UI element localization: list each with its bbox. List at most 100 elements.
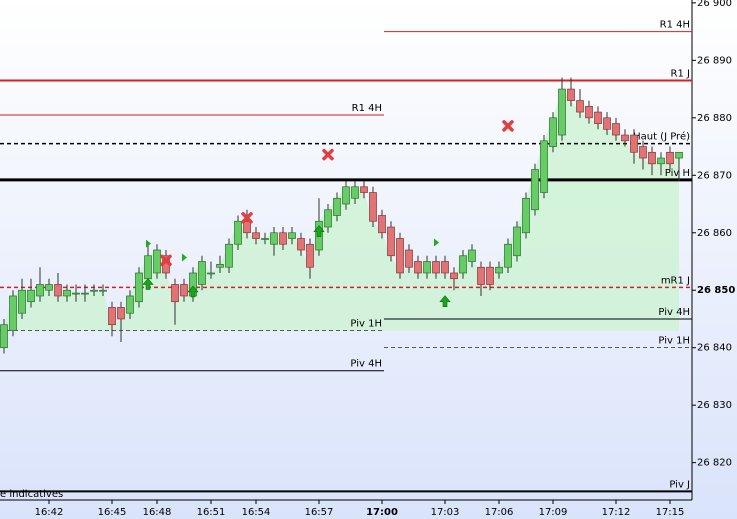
candle-body	[117, 307, 125, 320]
candle-body	[243, 220, 251, 234]
candle-body	[576, 100, 584, 113]
candle-body	[297, 238, 305, 251]
signal-cross	[241, 212, 253, 224]
x-tick-label: 17:09	[539, 507, 568, 518]
candle-body	[666, 151, 674, 165]
level-label: Piv 1H	[658, 336, 690, 347]
candle-body	[369, 192, 377, 222]
candle-body	[306, 243, 314, 268]
candle-body	[495, 266, 503, 274]
x-tick-label: 16:57	[305, 507, 334, 518]
candle-body	[585, 105, 593, 119]
y-tick-label: 26 880	[697, 113, 732, 124]
level-label: Piv 1H	[350, 318, 382, 329]
candle-body	[621, 134, 629, 142]
signal-arrow	[187, 285, 199, 298]
level-label: R1 J	[671, 68, 690, 79]
price-area	[4, 89, 679, 331]
candle-body	[405, 249, 413, 268]
signal-cross	[160, 254, 172, 267]
candle-body	[72, 292, 80, 295]
level-label: R1 4H	[352, 103, 382, 114]
candle-body	[477, 266, 485, 285]
footnote: e indicatives	[0, 489, 63, 500]
candle-body	[126, 295, 134, 314]
candle-body	[36, 284, 44, 297]
signal-flag	[146, 239, 151, 248]
signal-arrow	[439, 295, 451, 308]
candle-body	[225, 243, 233, 268]
candle-body	[207, 272, 215, 275]
y-tick-label: 26 840	[697, 343, 732, 354]
y-tick-label: 26 890	[697, 55, 732, 66]
y-tick-label: 26 850	[697, 285, 735, 296]
level-label: mR1 J	[661, 275, 690, 286]
y-tick-label: 26 900	[697, 0, 732, 9]
signal-flag	[434, 238, 439, 247]
candle-body	[657, 157, 665, 165]
candle-body	[279, 232, 287, 245]
candle-body	[549, 117, 557, 147]
candle-body	[198, 261, 206, 285]
x-tick-label: 16:45	[98, 507, 127, 518]
candle-body	[612, 123, 620, 136]
level-label: R1 4H	[660, 20, 690, 31]
candle-body	[18, 289, 26, 314]
candle-body	[450, 272, 458, 280]
candle-body	[234, 220, 242, 245]
x-tick-label: 16:54	[242, 507, 271, 518]
candle-body	[630, 134, 638, 153]
candle-body	[414, 261, 422, 274]
candle-body	[270, 232, 278, 245]
signal-cross	[322, 148, 334, 161]
candle-body	[639, 146, 647, 159]
candle-body	[9, 295, 17, 331]
candle-body	[63, 289, 71, 297]
x-tick-label: 16:48	[143, 507, 172, 518]
candle-body	[108, 307, 116, 326]
candle-body	[153, 249, 161, 274]
candle-body	[333, 197, 341, 216]
x-tick-label: 17:12	[602, 507, 631, 518]
candle-body	[396, 238, 404, 274]
y-tick-label: 26 830	[697, 400, 732, 411]
level-label: Piv H	[665, 168, 690, 179]
level-label: Piv 4H	[350, 359, 382, 370]
y-tick-label: 26 860	[697, 228, 732, 239]
level-label: Haut (J Pré)	[633, 131, 690, 143]
candle-body	[540, 140, 548, 193]
candle-body	[441, 261, 449, 274]
level-label: Piv J	[669, 479, 690, 490]
x-tick-label: 17:15	[656, 507, 685, 518]
candle-body	[261, 238, 269, 240]
x-tick-label: 17:06	[485, 507, 514, 518]
candle-body	[171, 284, 179, 303]
candle-body	[135, 272, 143, 303]
candle-body	[45, 284, 53, 291]
candle-body	[675, 151, 683, 159]
candle-body	[90, 289, 98, 292]
candle-body	[252, 232, 260, 239]
signal-cross	[502, 120, 514, 132]
x-tick-label: 17:00	[366, 507, 398, 518]
candle-body	[27, 289, 35, 303]
candle-body	[360, 186, 368, 193]
candle-body	[342, 186, 350, 205]
candle-body	[432, 261, 440, 274]
candle-body	[558, 88, 566, 136]
candle-body	[603, 117, 611, 130]
y-tick-label: 26 870	[697, 170, 732, 181]
y-tick-label: 26 820	[697, 458, 732, 469]
candle-body	[144, 255, 152, 280]
candle-body	[351, 186, 359, 199]
candle-body	[288, 232, 296, 239]
candle-body	[423, 261, 431, 274]
candle-body	[486, 266, 494, 285]
candle-body	[594, 111, 602, 124]
candle-body	[0, 324, 8, 349]
candle-body	[324, 209, 332, 228]
candle-body	[99, 289, 107, 292]
candle-body	[180, 284, 188, 297]
